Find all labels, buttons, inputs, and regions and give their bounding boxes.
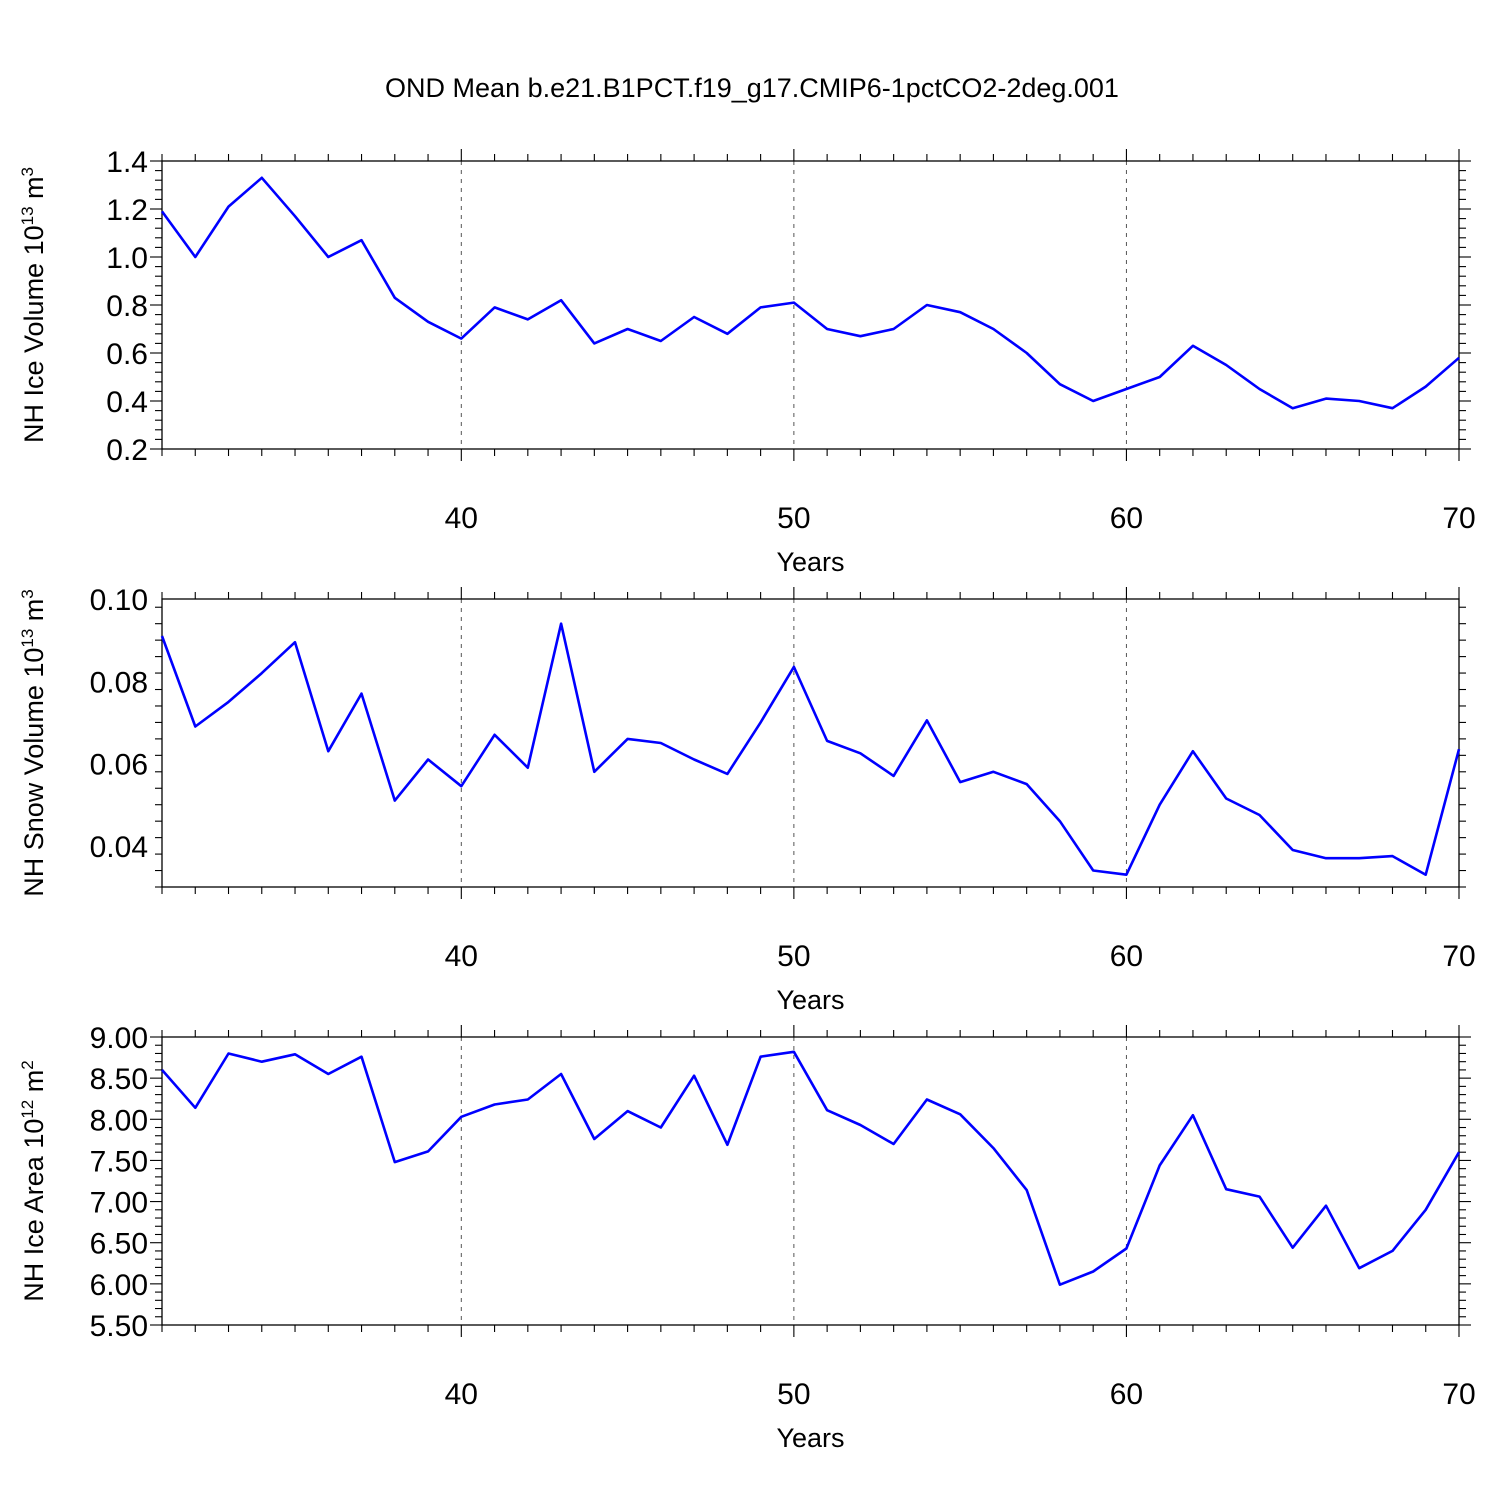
ice-area-series-line <box>161 1050 1461 1286</box>
ice-volume-ytick-label: 0.8 <box>106 290 148 323</box>
ice-area-xtick-label: 70 <box>1442 1378 1475 1411</box>
ice-volume-plot-frame <box>161 160 1460 450</box>
snow-volume-xtick-label: 70 <box>1442 940 1475 973</box>
ice-volume-ytick-label: 1.2 <box>106 194 148 227</box>
ice-volume-ytick-label: 0.2 <box>106 434 148 467</box>
snow-volume-x-axis-label: Years <box>776 985 844 1015</box>
ice-volume-series-line <box>160 176 1460 410</box>
ice-area-ytick-label: 6.00 <box>90 1269 148 1302</box>
snow-volume-ytick-label: 0.04 <box>90 831 148 864</box>
ice-area-ytick-label: 6.50 <box>90 1228 148 1261</box>
ice-area-xtick-label: 40 <box>445 1378 478 1411</box>
snow-volume-xtick-label: 60 <box>1110 940 1143 973</box>
ice-volume-ytick-label: 1.0 <box>106 242 148 275</box>
ice-volume-x-axis-label: Years <box>776 547 844 577</box>
snow-volume-ytick-label: 0.10 <box>90 584 148 617</box>
ice-area-ytick-label: 7.00 <box>90 1187 148 1220</box>
ice-area-xtick-label: 50 <box>777 1378 810 1411</box>
ice-area-ytick-label: 9.00 <box>90 1022 148 1055</box>
ice-area-xtick-label: 60 <box>1110 1378 1143 1411</box>
ice-volume-xtick-label: 50 <box>777 502 810 535</box>
ice-volume-ytick-label: 0.4 <box>106 386 148 419</box>
ice-area-ytick-label: 8.50 <box>90 1063 148 1096</box>
ice-area-x-axis-label: Years <box>776 1423 844 1453</box>
ice-volume-ytick-label: 0.6 <box>106 338 148 371</box>
snow-volume-ytick-label: 0.08 <box>90 666 148 699</box>
ice-volume-panel: 0.2 0.4 0.6 0.8 1.0 1.2 1.4 40 50 60 70 Years NH Ice… <box>18 146 1476 577</box>
ice-volume-xtick-label: 60 <box>1110 502 1143 535</box>
snow-volume-panel: 0.04 0.06 0.08 0.10 40 50 60 70 Years NH Snow Vol… <box>18 584 1476 1015</box>
ice-area-plot-frame <box>161 1036 1460 1326</box>
snow-volume-plot-frame <box>161 598 1460 888</box>
snow-volume-series-line <box>160 622 1461 877</box>
ice-area-ytick-label: 5.50 <box>90 1310 148 1343</box>
snow-volume-y-axis-label: NH Snow Volume 1013 m3 <box>18 589 49 897</box>
ice-volume-y-axis-label: NH Ice Volume 1013 m3 <box>18 167 49 443</box>
ice-area-y-axis-label: NH Ice Area 1012 m2 <box>18 1060 49 1301</box>
ice-volume-xtick-label: 40 <box>445 502 478 535</box>
snow-volume-ytick-label: 0.06 <box>90 749 148 782</box>
ice-volume-ytick-label: 1.4 <box>106 146 148 179</box>
ice-area-ytick-label: 8.00 <box>90 1104 148 1137</box>
ice-volume-xtick-label: 70 <box>1442 502 1475 535</box>
chart-title: OND Mean b.e21.B1PCT.f19_g17.CMIP6-1pctC… <box>385 73 1119 103</box>
ice-area-ytick-label: 7.50 <box>90 1145 148 1178</box>
ice-area-panel: 5.50 6.00 6.50 7.00 7.50 8.00 8.50 9.00 40 50 60 70… <box>18 1022 1476 1453</box>
snow-volume-xtick-label: 50 <box>777 940 810 973</box>
snow-volume-xtick-label: 40 <box>445 940 478 973</box>
